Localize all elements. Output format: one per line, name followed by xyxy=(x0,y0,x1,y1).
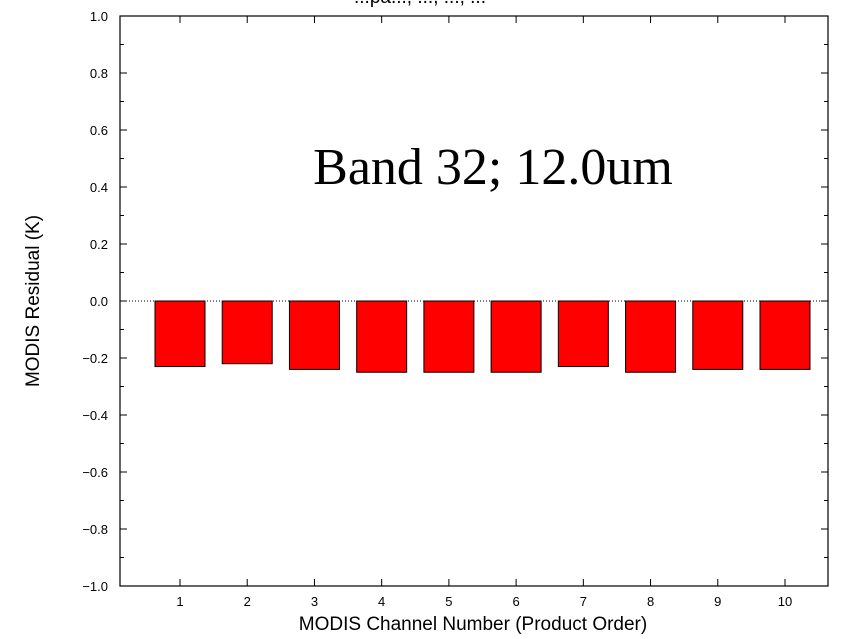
y-tick-label: 0.8 xyxy=(90,66,108,81)
bar xyxy=(557,300,609,368)
bar xyxy=(490,300,542,373)
y-tick-label: 0.6 xyxy=(90,123,108,138)
bar xyxy=(625,300,677,373)
y-tick-label: −0.8 xyxy=(82,522,108,537)
x-tick-label: 2 xyxy=(244,594,251,609)
y-tick-label: −0.6 xyxy=(82,465,108,480)
bar xyxy=(423,300,475,373)
x-tick-label: 6 xyxy=(512,594,519,609)
bar xyxy=(154,300,206,368)
bar xyxy=(288,300,340,370)
y-tick-label: 0.4 xyxy=(90,180,108,195)
bars xyxy=(154,300,811,373)
x-tick-label: 3 xyxy=(311,594,318,609)
y-tick-label: −0.2 xyxy=(82,351,108,366)
band-annotation: Band 32; 12.0um xyxy=(313,139,673,196)
x-tick-label: 8 xyxy=(647,594,654,609)
bar xyxy=(356,300,408,373)
y-axis: 1.0 0.8 0.6 0.4 0.2 0.0 −0.2 −0.4 −0.6 −0.8 −1.0 xyxy=(82,9,828,594)
bar xyxy=(692,300,744,370)
y-tick-label: −1.0 xyxy=(82,579,108,594)
bar xyxy=(221,300,273,365)
x-axis-title: MODIS Channel Number (Product Order) xyxy=(299,614,647,635)
x-axis: 1 2 3 4 5 6 7 8 9 10 xyxy=(176,16,792,609)
bar xyxy=(759,300,811,370)
y-axis-title: MODIS Residual (K) xyxy=(23,215,44,387)
y-tick-label: 0.2 xyxy=(90,237,108,252)
x-tick-label: 7 xyxy=(580,594,587,609)
y-tick-label: 0.0 xyxy=(90,294,108,309)
x-tick-label: 10 xyxy=(778,594,792,609)
x-tick-label: 9 xyxy=(714,594,721,609)
x-tick-label: 5 xyxy=(445,594,452,609)
y-tick-label: −0.4 xyxy=(82,408,108,423)
x-tick-label: 4 xyxy=(378,594,385,609)
y-tick-label: 1.0 xyxy=(90,9,108,24)
chart-title: ...pa..., ..., ..., ... xyxy=(354,0,486,8)
x-tick-label: 1 xyxy=(176,594,183,609)
